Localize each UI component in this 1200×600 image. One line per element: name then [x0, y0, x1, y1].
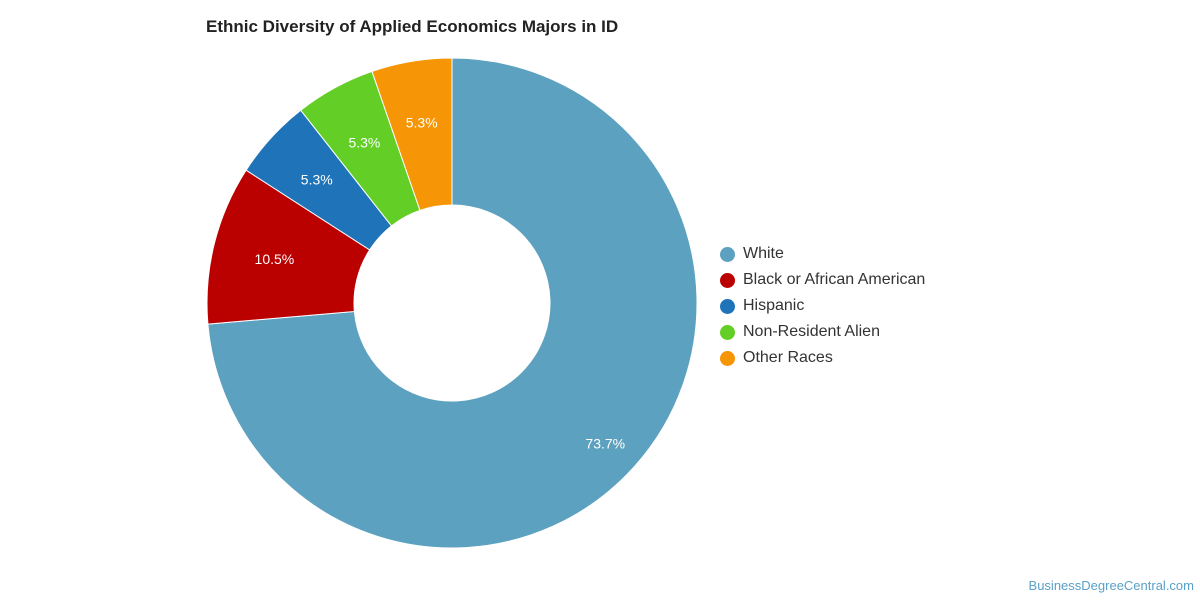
legend-item-white[interactable]: White: [720, 241, 925, 267]
legend-label-hispanic: Hispanic: [743, 297, 805, 314]
legend-swatch-non-resident-alien: [720, 324, 735, 340]
chart-legend: White Black or African American Hispanic…: [720, 241, 925, 371]
slice-white[interactable]: [207, 57, 698, 549]
legend-label-non-resident-alien: Non-Resident Alien: [743, 323, 880, 340]
legend-item-non-resident-alien[interactable]: Non-Resident Alien: [720, 319, 925, 345]
watermark[interactable]: BusinessDegreeCentral.com: [1028, 578, 1194, 593]
legend-item-black-or-african-american[interactable]: Black or African American: [720, 267, 925, 293]
legend-swatch-black-or-african-american: [720, 272, 735, 288]
slice-label-non-resident-alien: 5.3%: [348, 134, 380, 150]
legend-label-white: White: [743, 245, 784, 262]
slice-label-hispanic: 5.3%: [301, 172, 333, 188]
legend-item-other-races[interactable]: Other Races: [720, 345, 925, 371]
slice-label-white: 73.7%: [585, 436, 625, 452]
slice-label-black-or-african-american: 10.5%: [255, 251, 295, 267]
chart-title: Ethnic Diversity of Applied Economics Ma…: [206, 17, 619, 36]
legend-swatch-white: [720, 246, 735, 262]
slice-black-or-african-american[interactable]: [206, 169, 371, 325]
legend-item-hispanic[interactable]: Hispanic: [720, 293, 925, 319]
slice-label-other-races: 5.3%: [406, 115, 438, 131]
legend-swatch-hispanic: [720, 298, 735, 314]
slice-other-races[interactable]: [371, 57, 453, 212]
legend-label-black-or-african-american: Black or African American: [743, 271, 926, 288]
legend-swatch-other-races: [720, 350, 735, 366]
legend-label-other-races: Other Races: [743, 349, 833, 366]
